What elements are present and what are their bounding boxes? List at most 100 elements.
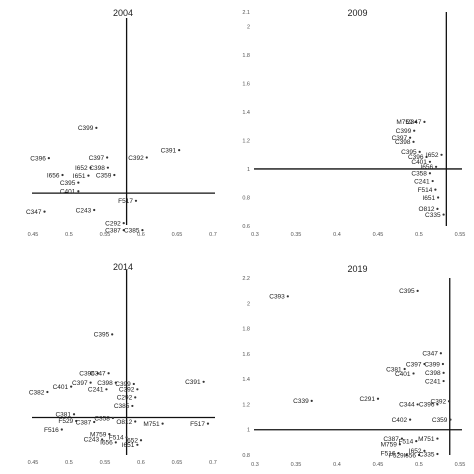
point-label: C401	[60, 189, 76, 196]
data-point	[409, 418, 412, 421]
data-point	[132, 382, 135, 386]
data-point	[43, 210, 46, 213]
data-point	[106, 156, 109, 159]
y-tick-label: 0.6	[242, 224, 250, 230]
data-point	[310, 399, 313, 402]
point-label: C359	[432, 417, 448, 424]
point-label: F517	[118, 198, 133, 205]
data-point	[131, 404, 134, 408]
data-point	[61, 173, 64, 177]
x-tick-label: 0.45	[373, 462, 384, 468]
point-label: C347	[26, 209, 42, 216]
point-label: C385	[124, 227, 140, 234]
data-point	[46, 390, 49, 394]
point-label: C358	[94, 415, 110, 422]
y-tick-label: 2.2	[242, 276, 250, 282]
point-label: I656	[100, 440, 113, 447]
data-point	[403, 367, 406, 371]
data-point	[145, 156, 148, 159]
data-point	[436, 452, 439, 456]
data-point	[416, 403, 419, 406]
point-label: C396	[419, 402, 435, 409]
x-tick-label: 0.4	[333, 462, 341, 468]
point-label: M751	[418, 436, 435, 443]
point-label: C399	[78, 125, 94, 132]
data-point	[397, 452, 400, 455]
point-label: I651	[73, 173, 86, 180]
point-label: C396	[408, 154, 424, 161]
point-label: I656	[420, 164, 433, 171]
point-label: C243	[76, 207, 92, 214]
data-point	[134, 420, 137, 423]
data-point	[125, 436, 128, 439]
point-label: F514	[398, 438, 413, 445]
data-point	[114, 381, 117, 384]
point-label: C347	[422, 351, 438, 358]
point-label: C292	[117, 395, 133, 402]
point-label: C339	[293, 398, 309, 405]
point-label: F529	[389, 452, 404, 459]
y-tick-label: 1.8	[242, 53, 250, 59]
data-point	[113, 173, 116, 177]
data-point	[434, 165, 438, 168]
point-label: C393	[269, 294, 285, 301]
point-label: M759	[90, 431, 107, 438]
panel-title: 2019	[347, 264, 367, 274]
point-label: C395	[399, 288, 415, 295]
y-tick-label: 1.6	[242, 352, 250, 358]
point-label: C397	[89, 155, 105, 162]
data-point	[431, 179, 434, 183]
point-label: C392	[119, 387, 135, 394]
x-tick-label: 0.65	[172, 460, 183, 466]
data-point	[134, 199, 138, 202]
data-point	[161, 422, 164, 425]
point-label: C397	[406, 361, 422, 368]
point-label: C401	[411, 159, 427, 166]
data-point	[75, 419, 78, 423]
data-point	[436, 403, 439, 406]
point-label: M759	[381, 442, 398, 449]
point-label: C381	[55, 412, 71, 419]
point-label: C292	[105, 220, 121, 227]
point-label: C399	[424, 361, 440, 368]
data-point	[428, 160, 432, 163]
point-label: I651	[122, 442, 135, 449]
point-label: C399	[115, 381, 131, 388]
data-point	[414, 120, 417, 123]
data-point	[89, 381, 92, 384]
x-tick-label: 0.35	[291, 462, 302, 468]
data-point	[107, 372, 110, 375]
point-label: C335	[419, 451, 435, 458]
point-label: F529	[58, 418, 73, 425]
data-point	[114, 441, 117, 444]
data-point	[449, 418, 452, 421]
data-point	[136, 443, 139, 446]
y-tick-label: 2	[247, 24, 250, 30]
data-point	[441, 362, 445, 366]
data-point	[108, 432, 111, 436]
point-label: C398	[97, 380, 113, 387]
y-tick-label: 1.6	[242, 81, 250, 87]
panel-title: 2014	[113, 262, 133, 272]
data-point	[398, 443, 401, 446]
data-point	[442, 371, 445, 374]
point-label: C397	[72, 380, 88, 387]
y-tick-label: 1.4	[242, 110, 250, 116]
x-tick-label: 0.45	[28, 460, 39, 466]
x-tick-label: 0.4	[333, 232, 341, 238]
panel-2009: 2009 0.3 0.35 0.4 0.45 0.5 0.55 2.1 2 1.8 1.6 1.4 1.…	[242, 8, 465, 238]
point-label: F514	[418, 187, 433, 194]
x-tick-label: 0.45	[28, 232, 39, 238]
point-label: C399	[396, 128, 412, 135]
point-label: C241	[414, 178, 430, 185]
point-label: C396	[30, 155, 46, 162]
data-point	[93, 420, 96, 424]
x-tick-label: 0.35	[291, 232, 302, 238]
data-point	[136, 388, 139, 391]
x-tick-label: 0.3	[251, 462, 259, 468]
x-tick-label: 0.45	[373, 232, 384, 238]
point-label: C401	[53, 384, 69, 391]
y-tick-label: 0.8	[242, 195, 250, 201]
point-label: C335	[425, 212, 441, 219]
data-point	[134, 396, 137, 399]
